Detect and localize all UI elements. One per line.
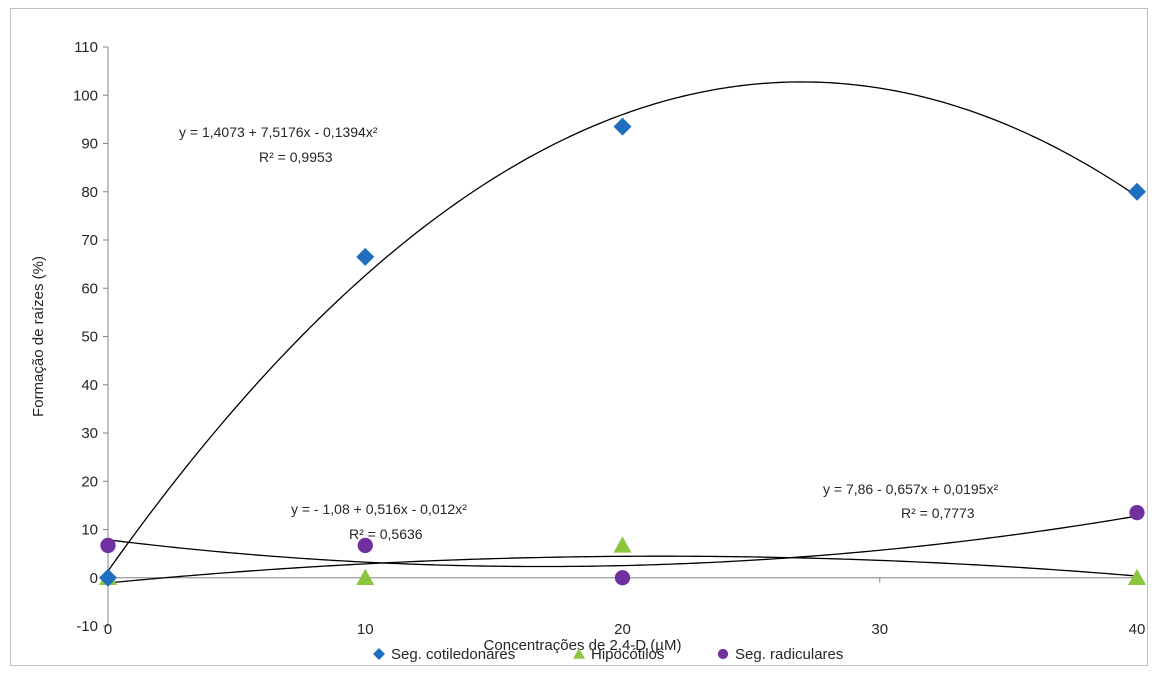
x-tick-label: 20 xyxy=(614,621,631,638)
legend-marker-circle xyxy=(717,648,729,660)
y-tick-label: 70 xyxy=(81,232,98,249)
trendline-3 xyxy=(107,515,1138,568)
legend: Seg. cotiledonares Hipocótilos Seg. radicu… xyxy=(373,646,843,663)
chart-axes: -10 0 10 20 30 40 50 60 70 80 90 100 110 0 10 20 30 40 xyxy=(73,39,1145,638)
point-triangle-4 xyxy=(1128,568,1146,585)
trendlines xyxy=(107,81,1138,584)
trend-equations: y = 1,4073 + 7,5176x - 0,1394x² R² = 0,99… xyxy=(179,124,998,542)
y-tick-label: 60 xyxy=(81,280,98,297)
y-tick-label: 40 xyxy=(81,377,98,394)
point-diamond-1 xyxy=(99,568,117,587)
y-tick-label: 90 xyxy=(81,136,98,153)
y-tick-label: 50 xyxy=(81,329,98,346)
point-circle-3 xyxy=(614,570,631,586)
y-tick-label: 10 xyxy=(81,522,98,539)
y-tick-label: 0 xyxy=(90,570,98,587)
point-circle-4 xyxy=(1129,504,1145,521)
legend-label-3: Seg. radiculares xyxy=(735,646,843,663)
data-points xyxy=(99,117,1146,587)
y-axis-title: Formação de raízes (%) xyxy=(30,256,47,417)
point-circle-1 xyxy=(100,537,116,554)
point-triangle-3 xyxy=(613,536,632,553)
trend-r2-2: R² = 0,5636 xyxy=(349,526,423,542)
x-tick-label: 30 xyxy=(871,621,888,638)
trend-r2-3: R² = 0,7773 xyxy=(901,505,975,521)
point-diamond-3 xyxy=(613,117,632,136)
trendline-2 xyxy=(107,555,1138,584)
point-diamond-2 xyxy=(356,247,375,266)
legend-label-2: Hipocótilos xyxy=(591,646,664,663)
y-tick-label: 80 xyxy=(81,184,98,201)
legend-marker-triangle xyxy=(573,648,585,659)
x-tick-label: 10 xyxy=(357,621,374,638)
trend-equation-2: y = - 1,08 + 0,516x - 0,012x² xyxy=(291,501,467,517)
x-tick-label: 0 xyxy=(104,621,112,638)
legend-marker-diamond xyxy=(373,648,385,660)
chart-frame: -10 0 10 20 30 40 50 60 70 80 90 100 110 0 10 20 30 40 y … xyxy=(10,8,1148,666)
trend-r2-1: R² = 0,9953 xyxy=(259,149,333,165)
y-tick-label: 20 xyxy=(81,473,98,490)
x-tick-label: 40 xyxy=(1129,621,1146,638)
point-triangle-2 xyxy=(356,568,375,585)
y-tick-label: -10 xyxy=(76,618,98,635)
y-tick-label: 100 xyxy=(73,87,98,104)
point-diamond-4 xyxy=(1128,182,1146,201)
trend-equation-1: y = 1,4073 + 7,5176x - 0,1394x² xyxy=(179,124,378,140)
y-tick-label: 110 xyxy=(74,39,98,56)
chart-svg: -10 0 10 20 30 40 50 60 70 80 90 100 110 0 10 20 30 40 y … xyxy=(30,39,1146,663)
trendline-1 xyxy=(107,81,1138,572)
y-tick-label: 30 xyxy=(81,425,98,442)
x-axis-title: Concentrações de 2,4-D (µM) xyxy=(484,637,682,654)
point-circle-2 xyxy=(357,537,373,554)
legend-label-1: Seg. cotiledonares xyxy=(391,646,515,663)
trend-equation-3: y = 7,86 - 0,657x + 0,0195x² xyxy=(823,481,998,497)
